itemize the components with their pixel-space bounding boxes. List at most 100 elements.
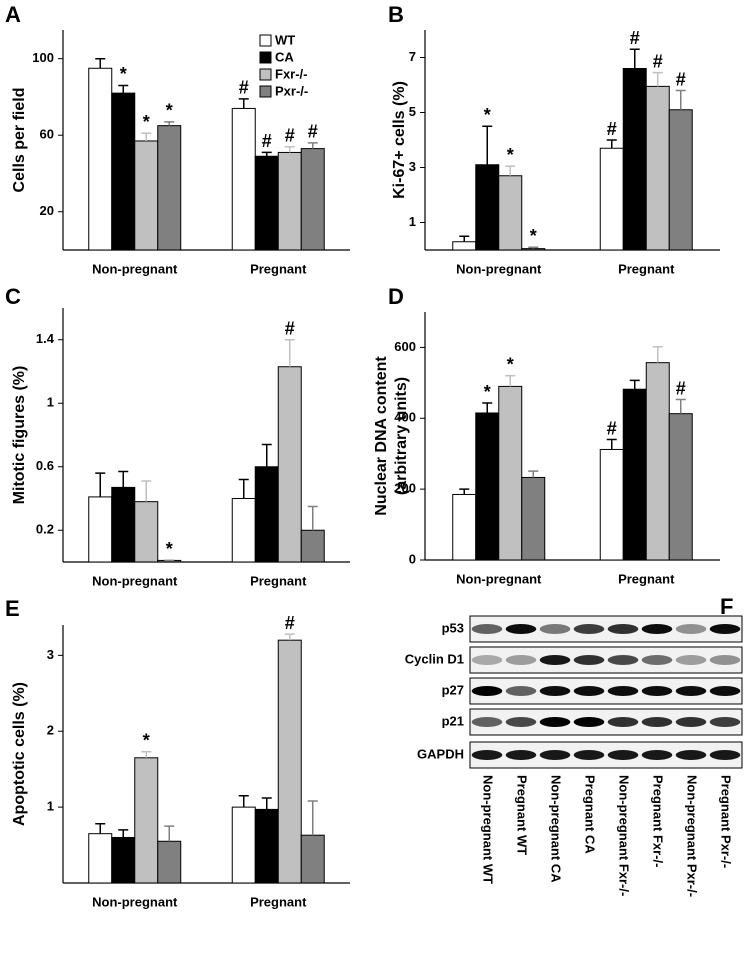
error-bar (95, 472, 106, 497)
annotation: # (262, 131, 272, 151)
bar (254, 155, 279, 251)
error-bar (307, 142, 318, 149)
bar (88, 67, 113, 251)
bar (231, 498, 256, 563)
panel-label: A (5, 2, 21, 27)
bar (300, 529, 325, 563)
blot-band (573, 624, 605, 634)
bar (231, 806, 256, 884)
error-bar (459, 488, 470, 495)
blot-band (675, 750, 707, 760)
blot-band (505, 717, 537, 727)
blot-band (539, 717, 571, 727)
blot-row-label: p53 (442, 620, 464, 635)
blot-band (471, 624, 503, 634)
error-bar (118, 470, 129, 488)
blot-band (505, 686, 537, 696)
y-tick-label: 20 (40, 203, 54, 218)
annotation: * (484, 382, 491, 402)
bar (599, 448, 624, 561)
error-bar (482, 402, 493, 413)
blot-band (573, 750, 605, 760)
annotation: * (484, 105, 491, 125)
blot-band (641, 717, 673, 727)
error-bar (238, 794, 249, 808)
annotation: * (530, 226, 537, 246)
blot-lane-label: Non-pregnant Pxr-/- (685, 775, 700, 897)
error-bar (652, 71, 663, 87)
y-tick-label: 0.6 (36, 458, 54, 473)
error-bar (164, 825, 175, 842)
blot-band (539, 624, 571, 634)
y-tick-label: 60 (40, 127, 54, 142)
x-tick-label: Non-pregnant (92, 894, 178, 909)
legend-swatch (259, 68, 272, 81)
error-bar (118, 829, 129, 838)
bar (300, 148, 325, 251)
error-bar (505, 375, 516, 387)
blot-lane-label: Pregnant Fxr-/- (651, 775, 666, 867)
y-tick-label: 1.4 (36, 331, 55, 346)
error-bar (284, 145, 295, 153)
error-bar (629, 379, 640, 390)
error-bar (482, 125, 493, 165)
y-tick-label: 200 (394, 481, 416, 496)
blot-band (641, 624, 673, 634)
blot-band (471, 750, 503, 760)
y-tick-label: 3 (409, 159, 416, 174)
blot-lane-label: Non-pregnant WT (481, 775, 496, 884)
error-bar (652, 345, 663, 363)
error-bar (675, 89, 686, 110)
annotation: # (308, 122, 318, 142)
bar (277, 639, 302, 884)
y-tick-label: 3 (47, 647, 54, 662)
error-bar (141, 132, 152, 141)
legend-swatch (259, 51, 272, 64)
bar (254, 466, 279, 563)
y-axis-label: (arbitrary units) (393, 377, 410, 495)
annotation: * (143, 730, 150, 750)
blot-band (675, 655, 707, 665)
blot-band (709, 750, 741, 760)
blot-band (641, 655, 673, 665)
error-bar (95, 57, 106, 69)
blot-band (573, 686, 605, 696)
blot-frame (469, 646, 743, 674)
bar (498, 175, 523, 251)
error-bar (307, 505, 318, 531)
annotation: # (676, 378, 686, 398)
bar (475, 164, 500, 251)
blot-lane-label: Pregnant Pxr-/- (719, 775, 734, 868)
bar (134, 757, 159, 884)
blot-row-label: p21 (442, 713, 464, 728)
bar (645, 362, 670, 561)
annotation: * (507, 145, 514, 165)
error-bar (629, 48, 640, 69)
error-bar (606, 139, 617, 149)
bar (300, 834, 325, 884)
blot-band (471, 686, 503, 696)
bar (599, 147, 624, 251)
legend-label: CA (275, 49, 294, 64)
bar (277, 151, 302, 251)
blot-band (675, 717, 707, 727)
bar (475, 412, 500, 561)
bar (521, 248, 546, 251)
blot-band (539, 750, 571, 760)
blot-band (505, 750, 537, 760)
legend-swatch (259, 34, 272, 47)
blot-band (607, 655, 639, 665)
blot-band (505, 655, 537, 665)
annotation: * (507, 355, 514, 375)
blot-band (607, 717, 639, 727)
error-bar (675, 398, 686, 414)
error-bar (606, 438, 617, 450)
bar (521, 476, 546, 561)
error-bar (528, 470, 539, 478)
annotation: # (653, 51, 663, 71)
legend-label: Fxr-/- (275, 66, 308, 81)
panel-label: B (388, 2, 404, 27)
error-bar (284, 633, 295, 641)
bar (88, 833, 113, 884)
